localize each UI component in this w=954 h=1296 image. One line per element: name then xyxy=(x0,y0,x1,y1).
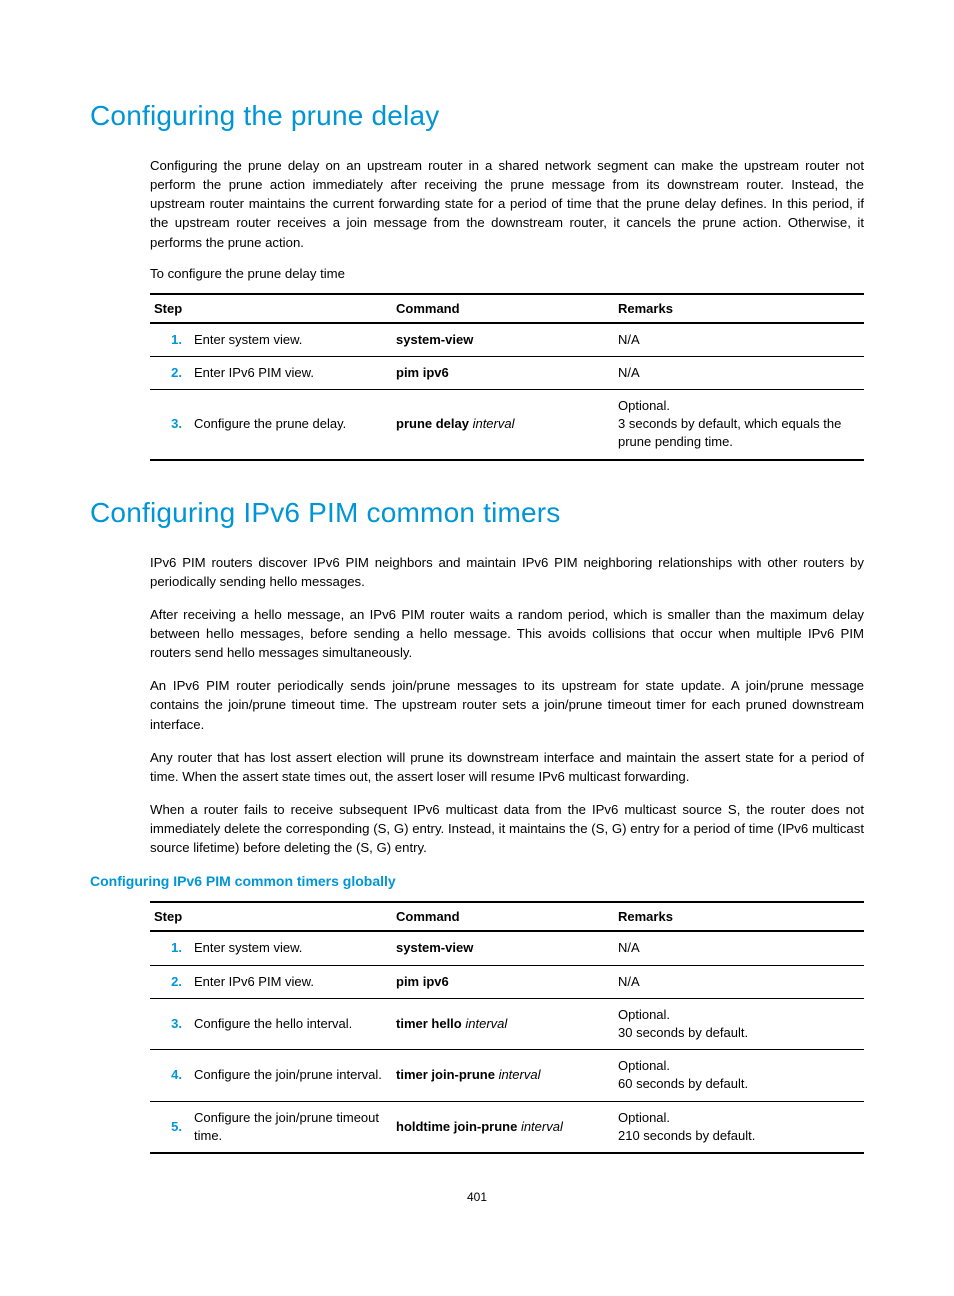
step-remarks: N/A xyxy=(614,931,864,965)
common-timers-table: Step Command Remarks 1. Enter system vie… xyxy=(150,901,864,1154)
step-remarks: Optional. 210 seconds by default. xyxy=(614,1101,864,1153)
step-command: system-view xyxy=(392,931,614,965)
step-desc: Configure the hello interval. xyxy=(190,998,392,1049)
step-command: prune delay interval xyxy=(392,390,614,460)
section1-leadin: To configure the prune delay time xyxy=(90,266,864,281)
cmd-italic: interval xyxy=(462,1016,508,1031)
section2-para5: When a router fails to receive subsequen… xyxy=(90,800,864,857)
cmd-italic: interval xyxy=(495,1067,541,1082)
remarks-line1: Optional. xyxy=(618,1006,856,1024)
section2-para4: Any router that has lost assert election… xyxy=(90,748,864,786)
table-row: 3. Configure the prune delay. prune dela… xyxy=(150,390,864,460)
table-row: 2. Enter IPv6 PIM view. pim ipv6 N/A xyxy=(150,356,864,389)
section2-para3: An IPv6 PIM router periodically sends jo… xyxy=(90,676,864,733)
step-remarks: N/A xyxy=(614,323,864,357)
table-row: 3. Configure the hello interval. timer h… xyxy=(150,998,864,1049)
step-desc: Enter system view. xyxy=(190,323,392,357)
step-number: 1. xyxy=(150,931,190,965)
prune-delay-table: Step Command Remarks 1. Enter system vie… xyxy=(150,293,864,461)
col-remarks: Remarks xyxy=(614,902,864,931)
step-desc: Enter IPv6 PIM view. xyxy=(190,356,392,389)
table-row: 5. Configure the join/prune timeout time… xyxy=(150,1101,864,1153)
cmd-italic: interval xyxy=(517,1119,563,1134)
cmd-italic: interval xyxy=(469,416,515,431)
table-row: 1. Enter system view. system-view N/A xyxy=(150,323,864,357)
table-row: 2. Enter IPv6 PIM view. pim ipv6 N/A xyxy=(150,965,864,998)
step-number: 1. xyxy=(150,323,190,357)
step-remarks: Optional. 30 seconds by default. xyxy=(614,998,864,1049)
table-header-row: Step Command Remarks xyxy=(150,294,864,323)
step-number: 2. xyxy=(150,965,190,998)
cmd-bold: timer join-prune xyxy=(396,1067,495,1082)
cmd-bold: pim ipv6 xyxy=(396,365,449,380)
remarks-line2: 60 seconds by default. xyxy=(618,1075,856,1093)
remarks-line2: 3 seconds by default, which equals the p… xyxy=(618,415,856,451)
step-command: holdtime join-prune interval xyxy=(392,1101,614,1153)
section2-subheading: Configuring IPv6 PIM common timers globa… xyxy=(90,873,864,889)
col-step: Step xyxy=(150,902,392,931)
cmd-bold: pim ipv6 xyxy=(396,974,449,989)
cmd-bold: system-view xyxy=(396,940,473,955)
section1-para1: Configuring the prune delay on an upstre… xyxy=(90,156,864,252)
section2-title: Configuring IPv6 PIM common timers xyxy=(90,497,864,529)
col-remarks: Remarks xyxy=(614,294,864,323)
section1-title: Configuring the prune delay xyxy=(90,100,864,132)
col-command: Command xyxy=(392,902,614,931)
table-header-row: Step Command Remarks xyxy=(150,902,864,931)
step-command: timer join-prune interval xyxy=(392,1050,614,1101)
section2-para1: IPv6 PIM routers discover IPv6 PIM neigh… xyxy=(90,553,864,591)
step-remarks: N/A xyxy=(614,356,864,389)
step-desc: Enter IPv6 PIM view. xyxy=(190,965,392,998)
cmd-bold: timer hello xyxy=(396,1016,462,1031)
step-command: system-view xyxy=(392,323,614,357)
col-step: Step xyxy=(150,294,392,323)
step-number: 3. xyxy=(150,998,190,1049)
step-desc: Configure the join/prune timeout time. xyxy=(190,1101,392,1153)
cmd-bold: system-view xyxy=(396,332,473,347)
step-number: 2. xyxy=(150,356,190,389)
step-number: 4. xyxy=(150,1050,190,1101)
section2-para2: After receiving a hello message, an IPv6… xyxy=(90,605,864,662)
page-container: Configuring the prune delay Configuring … xyxy=(0,0,954,1244)
cmd-bold: prune delay xyxy=(396,416,469,431)
step-number: 5. xyxy=(150,1101,190,1153)
step-command: timer hello interval xyxy=(392,998,614,1049)
step-command: pim ipv6 xyxy=(392,965,614,998)
step-desc: Configure the prune delay. xyxy=(190,390,392,460)
step-desc: Configure the join/prune interval. xyxy=(190,1050,392,1101)
col-command: Command xyxy=(392,294,614,323)
step-remarks: Optional. 3 seconds by default, which eq… xyxy=(614,390,864,460)
remarks-line1: Optional. xyxy=(618,397,856,415)
table-row: 1. Enter system view. system-view N/A xyxy=(150,931,864,965)
remarks-line2: 210 seconds by default. xyxy=(618,1127,856,1145)
step-number: 3. xyxy=(150,390,190,460)
step-remarks: Optional. 60 seconds by default. xyxy=(614,1050,864,1101)
step-command: pim ipv6 xyxy=(392,356,614,389)
step-remarks: N/A xyxy=(614,965,864,998)
remarks-line1: Optional. xyxy=(618,1109,856,1127)
remarks-line1: Optional. xyxy=(618,1057,856,1075)
step-desc: Enter system view. xyxy=(190,931,392,965)
page-number: 401 xyxy=(90,1164,864,1204)
remarks-line2: 30 seconds by default. xyxy=(618,1024,856,1042)
cmd-bold: holdtime join-prune xyxy=(396,1119,517,1134)
table-row: 4. Configure the join/prune interval. ti… xyxy=(150,1050,864,1101)
